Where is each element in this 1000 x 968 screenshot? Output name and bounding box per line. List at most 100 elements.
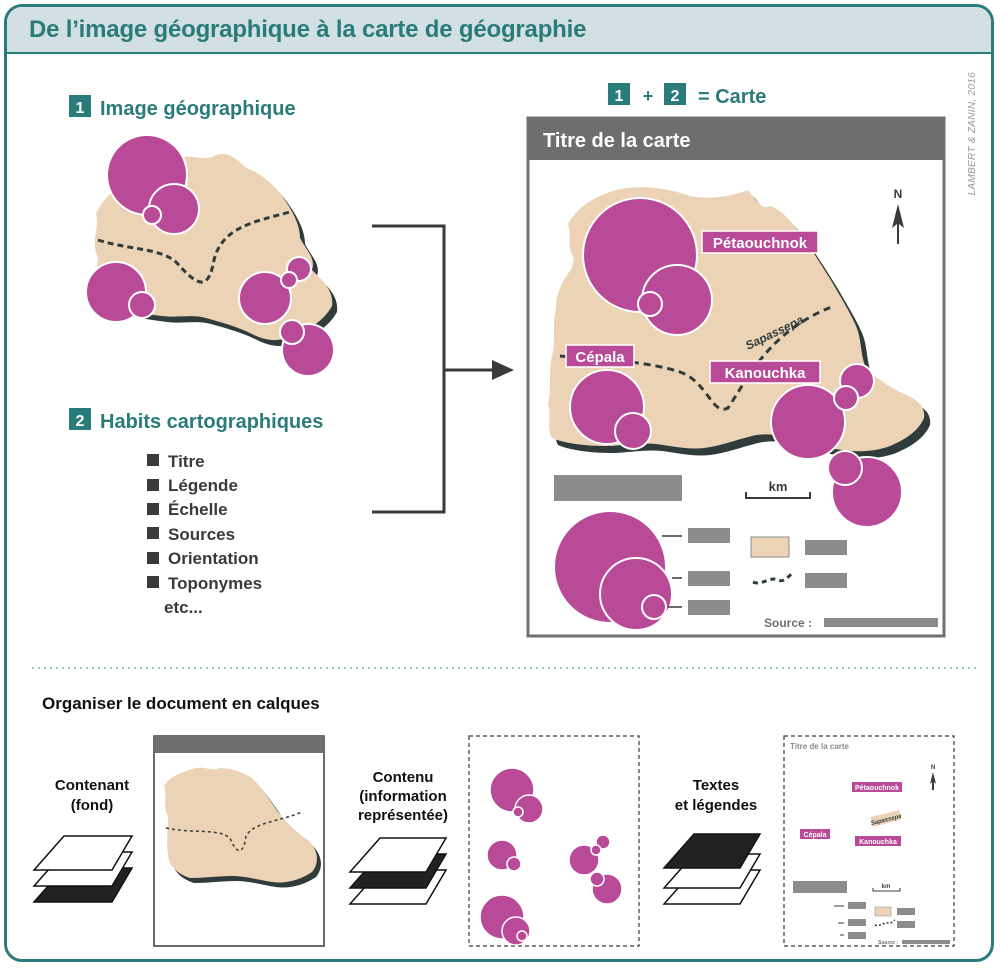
mini-source-text-bar (902, 940, 950, 944)
mini-legend-text-bar (848, 902, 866, 909)
habit-item: Titre (168, 452, 205, 471)
step2-number-box (69, 408, 91, 430)
step1-label: Image géographique (100, 98, 296, 120)
final-map: Titre de la carte Sapassepa Pétaouchnok … (526, 116, 946, 638)
mini-place-label-bg (855, 836, 901, 846)
circle-mark (501, 916, 531, 946)
step1-heading: 1 Image géographique (69, 95, 296, 120)
step2-label: Habits cartographiques (100, 411, 323, 433)
habit-item: etc... (164, 598, 203, 617)
scale-bar (745, 492, 811, 499)
map-title: Titre de la carte (543, 130, 690, 152)
layer-stack-icon (662, 833, 762, 905)
source-label: Source : (764, 616, 812, 630)
bullet-square (147, 454, 159, 466)
circle-mark (280, 271, 298, 289)
place-label: Kanouchka (725, 365, 807, 382)
river-line (165, 811, 303, 852)
legend-circle (641, 594, 667, 620)
scale-unit: km (769, 479, 788, 494)
layer-contenant-preview (153, 735, 325, 947)
mini-legend-text-bar (848, 919, 866, 926)
bullet-square (147, 552, 159, 564)
mini-place-label: Kanouchka (859, 839, 897, 846)
mini-source-label: Source : (878, 940, 898, 946)
layer-caption: représentée) (358, 807, 448, 824)
mini-north-letter: N (931, 765, 935, 771)
layer-caption: et légendes (675, 797, 758, 814)
layer-textes-preview: Titre de la carte N Pétaouchnok Cépala K… (783, 735, 955, 947)
habit-item: Échelle (168, 500, 228, 519)
credit-text: LAMBERT & ZANIN, 2016 (967, 72, 978, 196)
layer-caption: (fond) (71, 797, 113, 814)
legend-circle (599, 557, 673, 631)
legend-land-swatch (750, 536, 790, 558)
place-label-bg (701, 230, 819, 254)
legend-text-bar (805, 540, 847, 555)
formula-plus: + (643, 86, 654, 106)
habit-item: Orientation (168, 549, 259, 568)
step1-number: 1 (76, 100, 85, 117)
mini-place-label: Pétaouchnok (855, 785, 899, 792)
step2-number: 2 (76, 413, 85, 430)
mini-river-label-bg (870, 809, 902, 827)
mini-legend-text-bar (897, 908, 915, 915)
layers-heading: Organiser le document en calques (42, 694, 320, 713)
mini-place-label-bg (852, 782, 902, 792)
bullet-square (147, 479, 159, 491)
mini-legend-river-swatch (874, 919, 896, 927)
circle-mark (142, 205, 162, 225)
circle-mark (589, 871, 605, 887)
circle-mark (827, 450, 863, 486)
north-letter: N (894, 187, 903, 201)
layer-caption: Contenant (55, 777, 129, 794)
header-band: De l’image géographique à la carte de gé… (7, 7, 991, 54)
formula-num-2: 2 (671, 88, 680, 105)
circle-mark (614, 412, 652, 450)
step2-heading: 2 Habits cartographiques (69, 408, 323, 433)
bullet-square (147, 576, 159, 588)
circle-mark (590, 844, 602, 856)
formula-result: = Carte (698, 86, 766, 108)
mini-scale-bar (872, 888, 901, 892)
legend-text-bar (688, 528, 730, 543)
habits-list: Titre Légende Échelle Sources Orientatio… (147, 452, 262, 617)
formula-box-1 (608, 83, 630, 105)
layer-stack-icon (348, 837, 448, 905)
circle-mark (516, 930, 528, 942)
circle-mark (238, 271, 292, 325)
bullet-square (147, 503, 159, 515)
source-text-bar (824, 618, 938, 627)
river-line (97, 210, 291, 284)
merge-bracket (372, 224, 494, 514)
mini-place-label: Cépala (804, 832, 827, 839)
mini-north-arrow-icon (930, 772, 936, 790)
habit-item: Sources (168, 525, 235, 544)
legend-text-bar (688, 600, 730, 615)
north-arrow-icon (892, 204, 904, 244)
place-label: Cépala (575, 349, 625, 366)
bullet-square (147, 527, 159, 539)
mini-legend-text-bar (897, 921, 915, 928)
place-label-bg (565, 344, 635, 368)
circle-mark (506, 856, 522, 872)
mini-legend-title-bar (793, 881, 847, 893)
circle-mark (833, 385, 859, 411)
place-label-bg (709, 360, 821, 384)
formula-box-2 (664, 83, 686, 105)
legend-river-swatch (752, 572, 793, 585)
circle-mark (637, 291, 663, 317)
habit-item: Légende (168, 476, 238, 495)
circle-mark (770, 384, 846, 460)
place-label: Pétaouchnok (713, 235, 808, 252)
legend-title-bar (554, 475, 682, 501)
mini-place-label-bg (800, 829, 830, 839)
page-title: De l’image géographique à la carte de gé… (29, 16, 587, 43)
formula: 1 + 2 = Carte (608, 83, 766, 108)
layer-stack-icon (32, 835, 134, 903)
layer-contenu-preview (468, 735, 640, 947)
mini-legend-text-bar (848, 932, 866, 939)
layer-caption: Textes (693, 777, 739, 794)
formula-num-1: 1 (615, 88, 624, 105)
